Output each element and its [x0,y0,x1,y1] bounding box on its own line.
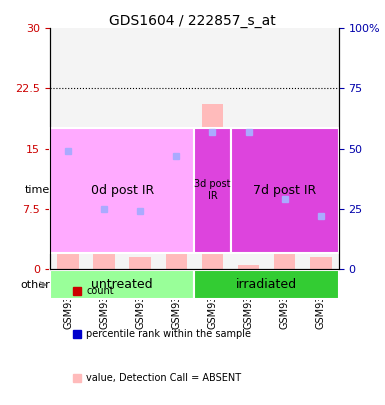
Text: 0d post IR: 0d post IR [90,184,154,197]
Bar [158,28,194,269]
Bar [129,257,151,269]
Bar [94,249,115,269]
Bar [57,160,79,269]
Bar [50,28,86,269]
Text: percentile rank within the sample: percentile rank within the sample [86,329,251,339]
FancyBboxPatch shape [50,128,194,253]
FancyBboxPatch shape [194,128,231,253]
Text: value, Detection Call = ABSENT: value, Detection Call = ABSENT [86,373,241,383]
FancyBboxPatch shape [194,270,339,299]
FancyBboxPatch shape [50,270,194,299]
Text: GDS1604 / 222857_s_at: GDS1604 / 222857_s_at [109,14,276,28]
Text: untreated: untreated [91,278,153,291]
Bar [310,257,331,269]
Bar [266,28,303,269]
Text: count: count [86,286,114,296]
Text: irradiated: irradiated [236,278,297,291]
Bar [122,28,158,269]
FancyBboxPatch shape [231,128,339,253]
Bar [238,265,259,269]
Text: 3d post
IR: 3d post IR [194,179,231,201]
Bar [274,205,296,269]
Text: 7d post IR: 7d post IR [253,184,316,197]
Bar [231,28,266,269]
Bar [202,104,223,269]
Bar [303,28,339,269]
Bar [194,28,231,269]
Text: other: other [20,280,50,290]
Text: time: time [25,185,50,195]
Bar [166,196,187,269]
Bar [86,28,122,269]
